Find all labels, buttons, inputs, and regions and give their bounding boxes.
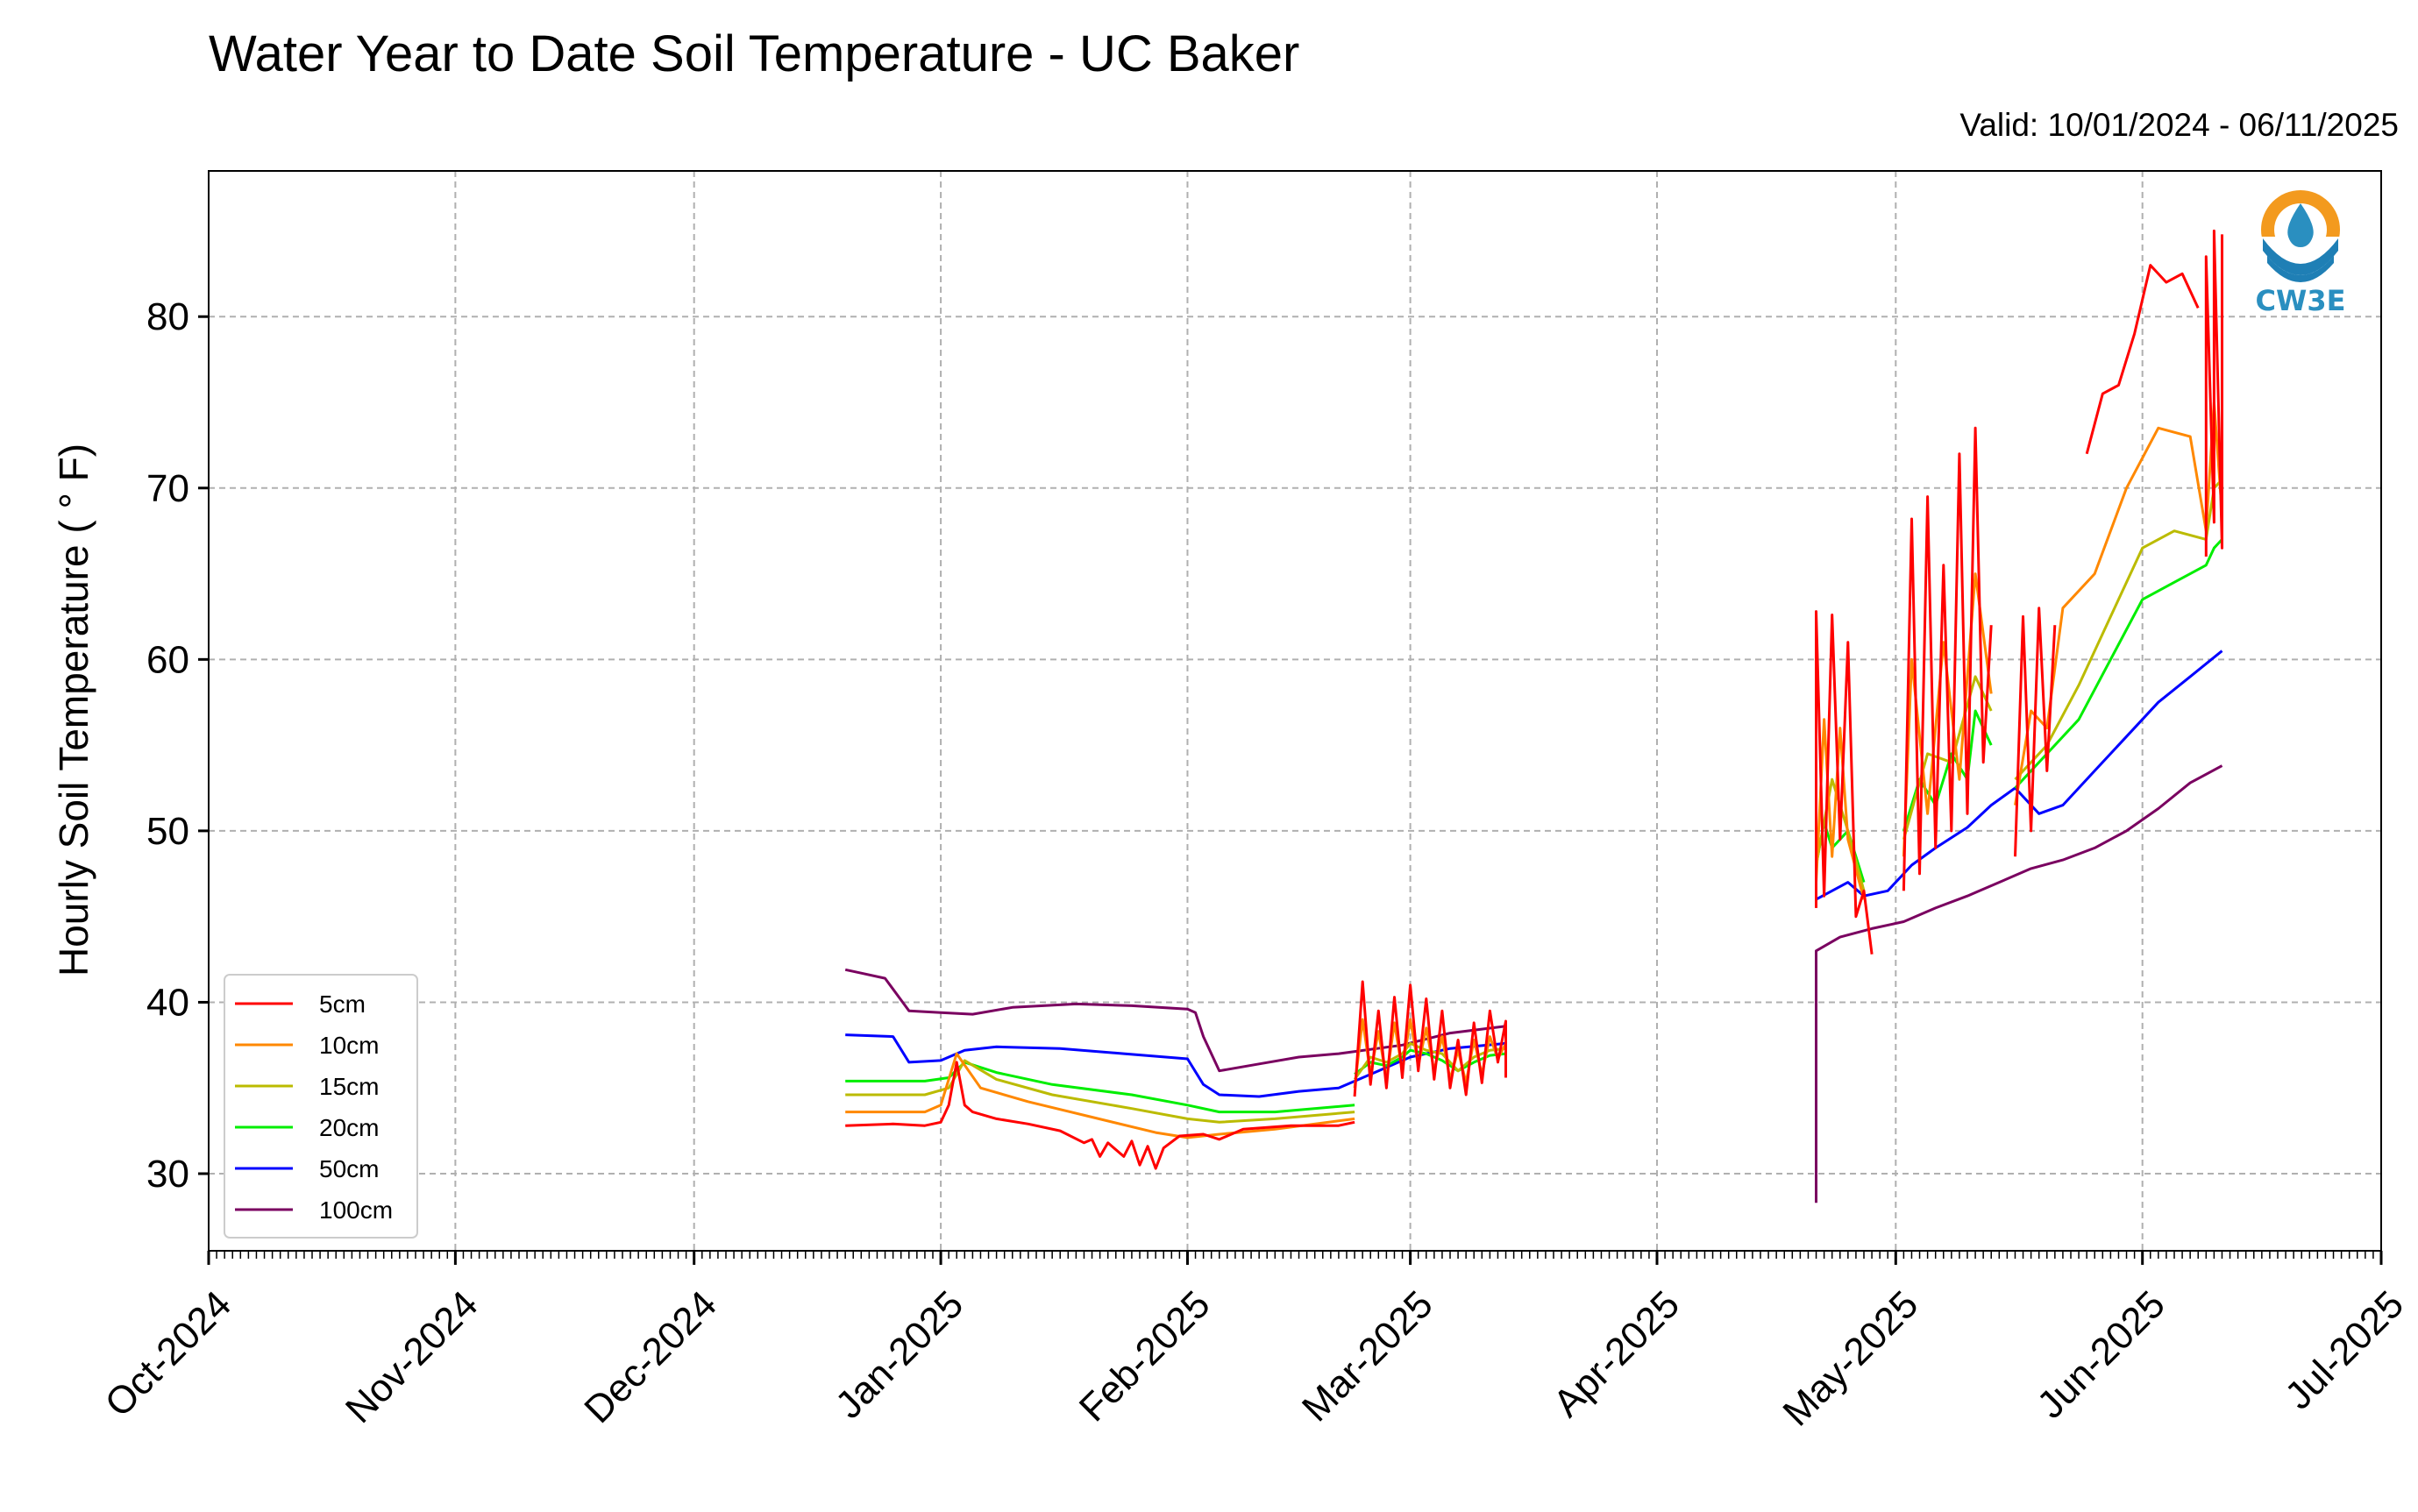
x-axis: Oct-2024 Nov-2024 Dec-2024 Jan-2025 Feb-2025…	[97, 1251, 2412, 1434]
cw3e-logo: CW3E	[2256, 190, 2346, 317]
chart-subtitle: Valid: 10/01/2024 - 06/11/2025	[1959, 107, 2399, 143]
series-line-10cm	[845, 1052, 1355, 1139]
legend: 5cm 10cm 15cm 20cm 50cm 100cm	[224, 974, 418, 1239]
x-tick-label: Feb-2025	[1071, 1282, 1219, 1430]
legend-label: 15cm	[319, 1073, 379, 1100]
series-line-5cm	[1353, 980, 1507, 1097]
grid-lines	[208, 171, 2382, 1251]
x-tick-label: Dec-2024	[576, 1282, 725, 1431]
series-100cm	[844, 764, 2223, 1203]
series-line-5cm	[1902, 426, 1993, 891]
x-tick-label: Apr-2025	[1545, 1282, 1688, 1425]
series-line-50cm	[1815, 650, 2223, 901]
x-tick-label: Jun-2025	[2029, 1282, 2173, 1426]
y-axis-label: Hourly Soil Temperature ( ° F)	[51, 444, 96, 976]
series-line-10cm	[1902, 572, 1993, 857]
plot-frame	[208, 170, 2382, 1252]
series-line-100cm	[844, 968, 1506, 1073]
series-line-5cm	[2014, 607, 2057, 857]
series-line-20cm	[2014, 538, 2223, 790]
series-line-5cm	[2085, 264, 2200, 455]
legend-label: 20cm	[319, 1114, 379, 1141]
chart-title: Water Year to Date Soil Temperature - UC…	[209, 25, 1300, 82]
series-line-15cm	[2014, 478, 2223, 781]
y-tick-label: 40	[146, 981, 189, 1024]
y-axis: 30 40 50 60 70 80	[146, 295, 209, 1196]
series-line-100cm	[1815, 764, 2223, 1203]
y-tick-label: 80	[146, 295, 189, 338]
x-tick-label: May-2025	[1774, 1282, 1926, 1434]
series-lines	[844, 229, 2223, 1203]
legend-label: 5cm	[319, 990, 366, 1018]
x-tick-label: Oct-2024	[97, 1282, 240, 1425]
series-50cm	[845, 650, 2223, 1098]
legend-label: 10cm	[319, 1032, 379, 1059]
x-tick-label: Mar-2025	[1294, 1282, 1441, 1430]
series-line-5cm	[1815, 610, 1874, 955]
legend-label: 100cm	[319, 1196, 393, 1224]
logo-text: CW3E	[2256, 284, 2346, 317]
series-10cm	[845, 385, 2223, 1139]
legend-frame	[224, 974, 418, 1239]
series-line-15cm	[845, 1059, 1355, 1124]
y-tick-label: 60	[146, 638, 189, 681]
minor-ticks	[208, 1251, 2382, 1259]
x-tick-label: Jul-2025	[2277, 1282, 2412, 1417]
y-tick-label: 30	[146, 1153, 189, 1196]
x-tick-label: Jan-2025	[828, 1282, 971, 1426]
y-tick-label: 50	[146, 810, 189, 853]
legend-label: 50cm	[319, 1155, 379, 1182]
series-5cm	[845, 229, 2223, 1170]
series-line-20cm	[845, 1061, 1355, 1114]
x-tick-label: Nov-2024	[338, 1282, 487, 1431]
series-line-5cm	[2204, 229, 2223, 557]
series-line-5cm	[845, 1061, 1355, 1170]
y-tick-label: 70	[146, 467, 189, 510]
series-line-10cm	[1815, 718, 1866, 900]
